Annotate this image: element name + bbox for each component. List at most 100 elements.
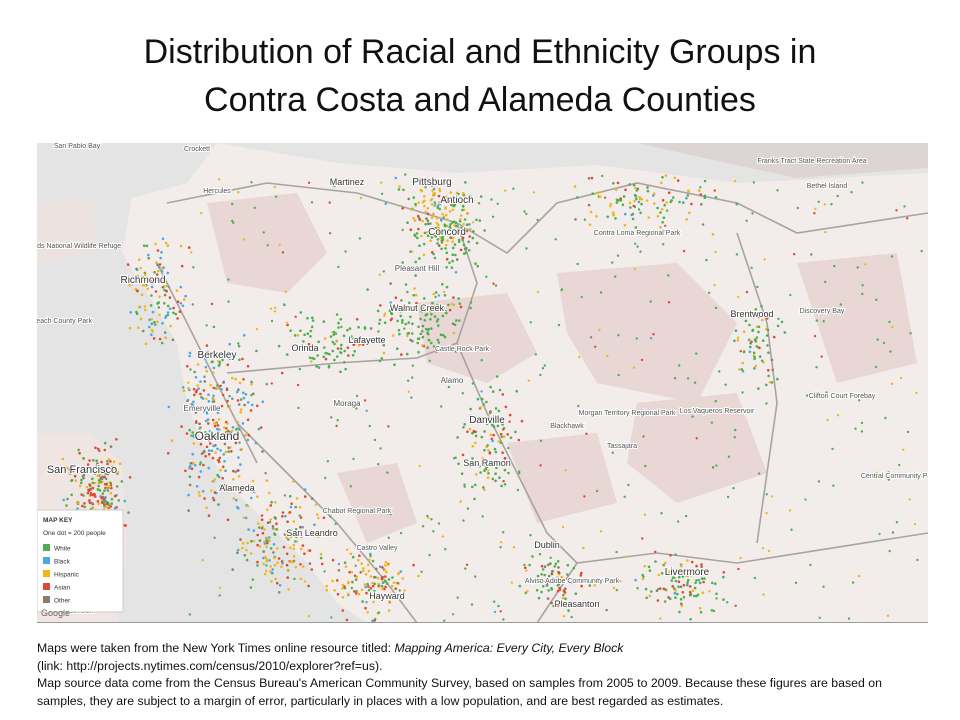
population-dot [250,380,253,384]
population-dot [85,485,89,489]
population-dot [427,338,430,341]
population-dot [678,364,681,367]
population-dot [207,452,211,456]
population-dot [128,476,132,479]
population-dot [487,472,490,475]
population-dot [860,430,864,433]
population-dot [441,238,445,241]
population-dot [593,584,596,587]
population-dot [347,580,350,584]
population-dot [314,503,317,506]
population-dot [91,486,95,490]
population-dot [680,602,683,606]
population-dot [384,202,388,205]
population-dot [141,275,144,279]
population-dot [453,243,457,246]
population-dot [320,562,324,566]
population-dot [727,455,731,458]
population-dot [108,485,112,489]
population-dot [216,473,219,477]
population-dot [411,376,414,379]
population-dot [407,390,410,393]
population-dot [317,340,321,344]
population-dot [375,567,378,571]
population-dot [637,208,641,211]
population-dot [284,514,287,518]
population-dot [556,560,560,563]
population-dot [693,586,697,590]
population-dot [523,210,526,213]
population-dot [297,406,300,410]
population-dot [226,430,230,433]
population-dot [854,427,857,430]
population-dot [407,321,411,324]
population-dot [421,525,425,528]
population-dot [330,616,333,619]
population-dot [595,489,599,493]
population-dot [207,466,211,470]
population-dot [430,341,433,345]
population-dot [482,486,485,489]
population-dot [566,563,570,567]
population-dot [499,546,502,549]
population-dot [652,194,655,197]
population-dot [215,436,218,439]
population-dot [486,476,490,480]
population-dot [96,500,100,503]
population-dot [499,441,503,445]
population-dot [189,368,192,371]
population-dot [489,433,493,437]
population-dot [225,388,229,391]
population-dot [644,464,647,468]
population-dot [633,242,637,245]
population-dot [501,423,504,426]
population-dot [237,456,240,459]
population-dot [473,497,476,501]
population-dot [265,569,268,573]
place-label: San Leandro [286,528,338,538]
place-label: Contra Loma Regional Park [594,230,681,237]
population-dot [542,580,546,583]
population-dot [601,174,604,178]
population-dot [341,587,344,590]
population-dot [579,605,583,608]
population-dot [95,459,98,463]
population-dot [532,191,536,194]
population-dot [414,234,417,238]
population-dot [539,373,542,377]
population-dot [190,434,193,437]
population-dot [487,449,490,452]
population-dot [101,492,105,495]
population-dot [236,421,240,424]
population-dot [337,562,341,566]
population-dot [733,436,736,439]
population-dot [920,249,923,253]
population-dot [412,294,416,297]
population-dot [431,301,434,305]
population-dot [262,550,265,553]
population-dot [682,583,686,587]
population-dot [68,468,72,472]
population-dot [558,602,561,605]
delta-islands [637,143,928,178]
population-dot [761,318,764,322]
population-dot [480,359,483,362]
population-dot [463,485,466,488]
population-dot [80,481,83,485]
population-dot [474,434,478,438]
population-dot [633,199,636,203]
population-dot [531,555,534,558]
population-dot [843,183,846,187]
population-dot [528,563,531,567]
population-dot [182,298,186,301]
population-dot [556,599,559,602]
population-dot [688,590,692,594]
population-dot [629,206,632,209]
population-dot [208,429,212,433]
population-dot [432,345,436,348]
population-dot [557,545,560,549]
population-dot [379,565,382,568]
population-dot [163,331,167,334]
population-dot [296,383,300,387]
road [166,182,928,255]
